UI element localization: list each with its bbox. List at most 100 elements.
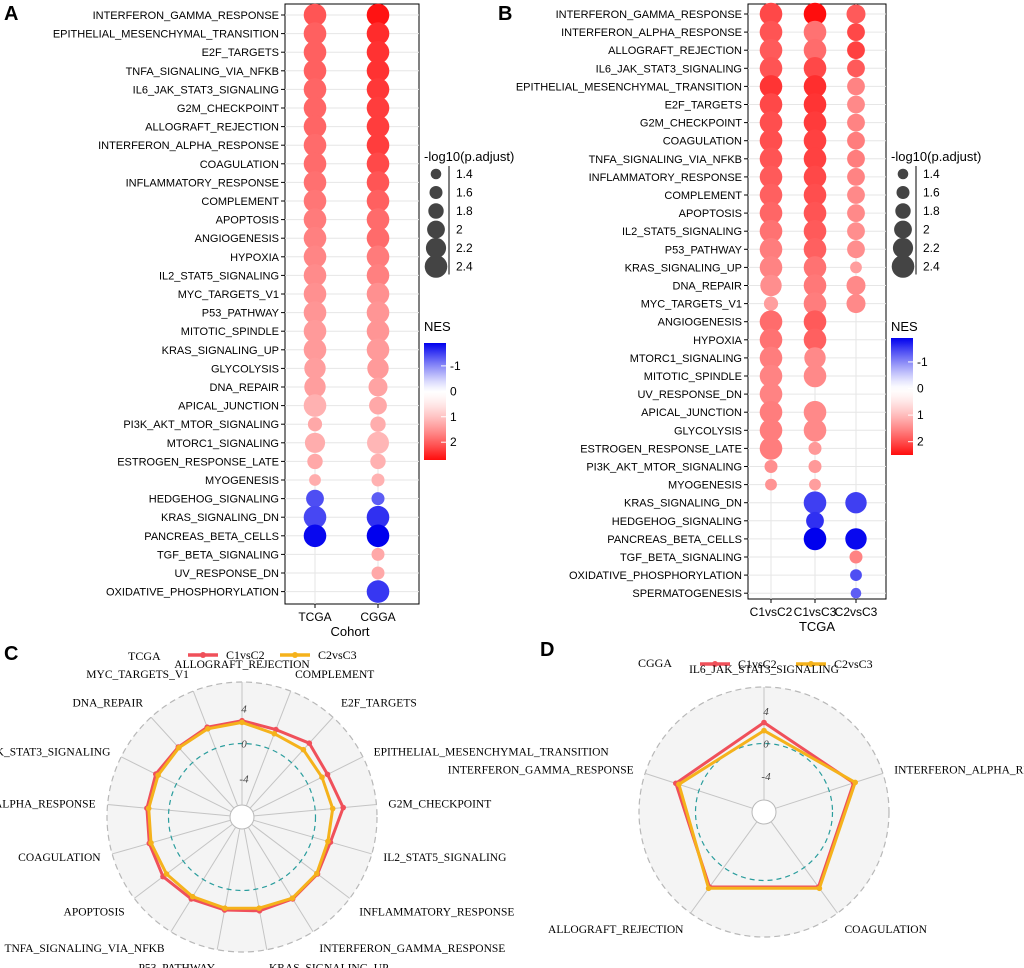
dot: [847, 95, 865, 114]
dot: [303, 524, 327, 548]
dot: [759, 346, 783, 370]
dot: [304, 376, 326, 398]
pathway-label: TGF_BETA_SIGNALING: [157, 549, 279, 561]
size-legend-dot: [896, 186, 910, 199]
panel-a-x-axis-title: Cohort: [330, 624, 369, 639]
panel-b-color-legend-title: NES: [891, 319, 918, 334]
dot: [803, 364, 827, 388]
pathway-label: COMPLEMENT: [664, 190, 742, 202]
dot: [803, 93, 827, 116]
size-legend-dot: [430, 168, 442, 180]
radar-point: [852, 779, 858, 786]
legend-label: C2vsC3: [318, 648, 357, 662]
dot: [846, 294, 866, 314]
pathway-label: INTERFERON_ALPHA_RESPONSE: [561, 27, 742, 39]
dot: [303, 59, 327, 83]
size-legend-label: 2.2: [456, 241, 473, 255]
column-label: C1vsC3: [794, 605, 837, 619]
dot: [803, 527, 827, 551]
radar-category-label: COAGULATION: [18, 852, 101, 864]
radar-point: [256, 905, 262, 911]
dot: [371, 547, 385, 561]
dot: [366, 301, 390, 324]
pathway-label: IL2_STAT5_SIGNALING: [622, 226, 742, 238]
size-legend-dot: [424, 255, 448, 278]
color-legend-label: 2: [450, 435, 457, 449]
radar-radial-tick-label: 4: [763, 706, 769, 718]
dot: [307, 453, 323, 470]
dot: [803, 256, 827, 279]
dot: [366, 78, 390, 101]
pathway-label: APICAL_JUNCTION: [641, 407, 742, 419]
pathway-label: APICAL_JUNCTION: [178, 401, 279, 413]
size-legend-label: 1.8: [923, 204, 940, 218]
radar-category-label: DNA_REPAIR: [72, 697, 143, 709]
pathway-label: COAGULATION: [200, 159, 279, 171]
dot: [847, 186, 865, 204]
pathway-label: ANGIOGENESIS: [658, 317, 742, 329]
legend-label: C2vsC3: [834, 657, 873, 671]
dot: [759, 75, 783, 98]
color-legend-label: -1: [450, 359, 461, 373]
dot: [803, 183, 827, 207]
panel-d-legend: C1vsC2 C2vsC3: [700, 657, 873, 671]
dot: [763, 296, 779, 311]
dot: [759, 238, 783, 261]
pathway-label: P53_PATHWAY: [202, 308, 280, 320]
radar-inner-ring: [751, 799, 777, 825]
dot: [303, 282, 327, 306]
pathway-label: UV_RESPONSE_DN: [174, 568, 279, 580]
radar-category-label: MYC_TARGETS_V1: [86, 669, 189, 681]
dot: [847, 77, 865, 96]
pathway-label: OXIDATIVE_PHOSPHORYLATION: [106, 587, 279, 599]
dot: [366, 580, 390, 603]
pathway-label: TGF_BETA_SIGNALING: [620, 552, 742, 564]
dot: [366, 171, 390, 194]
radar-category-label: KRAS_SIGNALING_UP: [269, 963, 388, 968]
dot: [759, 437, 783, 460]
dot: [804, 347, 826, 369]
radar-category-label: G2M_CHECKPOINT: [388, 798, 491, 810]
dot: [303, 133, 327, 157]
size-legend-dot: [425, 237, 447, 259]
radar-radial-tick-label: -4: [239, 774, 249, 786]
dot: [309, 474, 321, 486]
dot: [759, 38, 783, 62]
radar-point: [145, 805, 152, 812]
radar-category-label: INTERFERON_ALPHA_RESPONSE: [0, 798, 96, 810]
dot: [303, 115, 327, 138]
dot: [303, 264, 327, 287]
radar-radial-tick-label: -4: [761, 771, 771, 783]
dot: [845, 492, 867, 514]
column-label: C2vsC3: [835, 605, 878, 619]
dot: [759, 147, 783, 171]
dot: [847, 240, 865, 259]
dot: [366, 226, 390, 250]
pathway-label: INTERFERON_GAMMA_RESPONSE: [93, 10, 279, 22]
radar-point: [340, 804, 347, 811]
size-legend-label: 1.4: [456, 167, 473, 181]
radar-reference-ring: [167, 742, 317, 892]
pathway-label: UV_RESPONSE_DN: [637, 389, 742, 401]
dot: [366, 245, 390, 269]
radar-point: [271, 730, 278, 737]
dot: [759, 382, 783, 406]
color-legend-label: 1: [450, 410, 457, 424]
panel-a-dots: [303, 3, 390, 603]
size-legend-label: 1.4: [923, 167, 940, 181]
panel-d-radar-plot: -4 0 4 IL6_JAK_STAT3_SIGNALING INTERFERON_AL…: [448, 664, 1024, 938]
dot: [808, 441, 822, 455]
color-legend-bar: [424, 343, 446, 460]
dot: [303, 22, 327, 45]
panel-a-color-legend: NES -1 0 1 2: [424, 319, 461, 460]
pathway-label: EPITHELIAL_MESENCHYMAL_TRANSITION: [53, 29, 279, 41]
radar-point: [761, 727, 767, 734]
column-label: C1vsC2: [750, 605, 793, 619]
dot: [845, 528, 867, 550]
pathway-label: OXIDATIVE_PHOSPHORYLATION: [569, 570, 742, 582]
dot: [759, 310, 783, 334]
dot: [759, 2, 783, 26]
pathway-label: INTERFERON_GAMMA_RESPONSE: [556, 9, 742, 21]
panel-b-letter: B: [498, 3, 512, 25]
